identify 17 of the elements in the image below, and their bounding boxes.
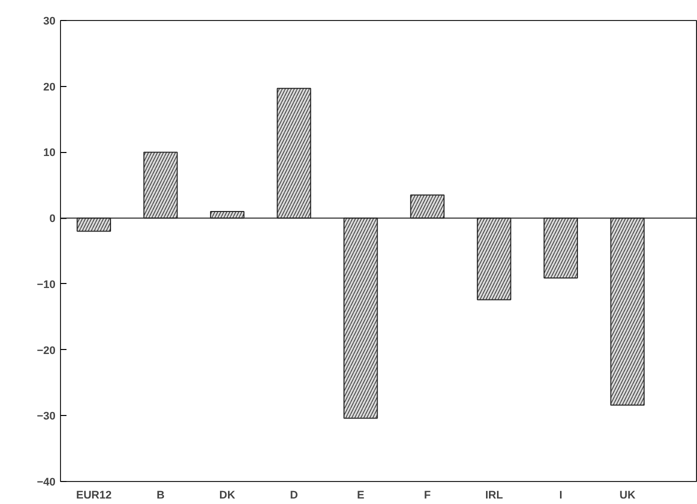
x-tick-label: UK xyxy=(620,490,636,502)
x-tick-label: B xyxy=(156,490,165,502)
y-tick-label: −30 xyxy=(36,410,56,423)
y-tick-label: 20 xyxy=(43,81,56,94)
x-tick-label: IRL xyxy=(485,490,504,502)
x-tick-label: D xyxy=(290,490,298,502)
y-tick-label: −20 xyxy=(36,344,56,357)
y-tick-label: 0 xyxy=(49,213,56,226)
x-tick-label: E xyxy=(356,490,364,502)
x-tick-label: DK xyxy=(219,490,236,502)
x-tick-label: EUR12 xyxy=(76,490,112,502)
x-tick-label: I xyxy=(559,490,562,502)
y-tick-label: 30 xyxy=(43,16,56,28)
x-tick-label: F xyxy=(424,490,431,502)
y-tick-label: 10 xyxy=(43,147,56,160)
y-tick-label: −40 xyxy=(36,476,56,488)
y-tick-label: −10 xyxy=(36,278,56,291)
